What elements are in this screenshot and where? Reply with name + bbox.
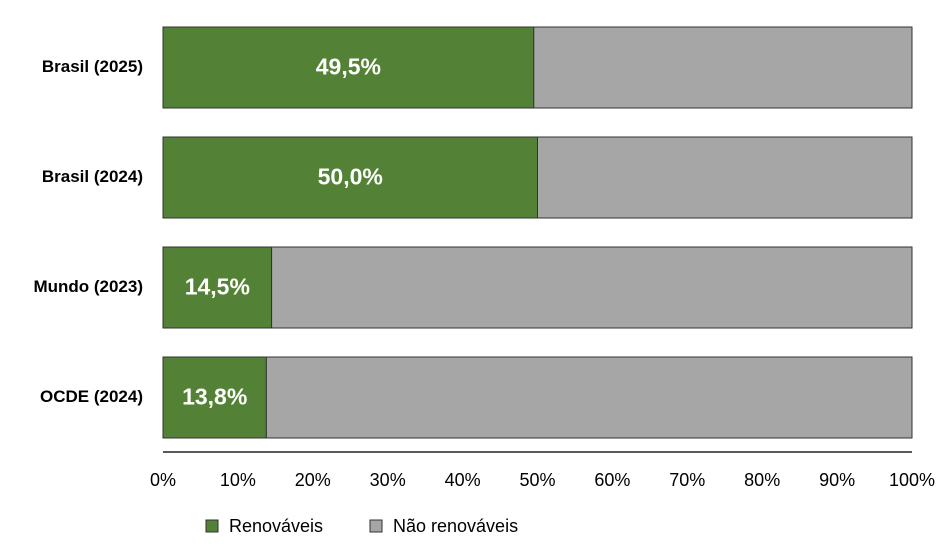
data-label: 14,5% xyxy=(185,274,250,300)
legend-label: Renováveis xyxy=(229,516,323,536)
legend-swatch xyxy=(205,519,219,533)
category-label: Brasil (2025) xyxy=(42,57,143,76)
bar-segment xyxy=(271,246,913,329)
bar-segment xyxy=(162,356,267,439)
bar-segment xyxy=(162,246,273,329)
x-tick-label: 40% xyxy=(445,470,481,490)
x-tick-label: 30% xyxy=(370,470,406,490)
data-label: 13,8% xyxy=(182,384,247,410)
x-tick-label: 50% xyxy=(519,470,555,490)
x-tick-label: 80% xyxy=(744,470,780,490)
bar-segment xyxy=(533,26,913,109)
legend-label: Não renováveis xyxy=(393,516,518,536)
x-tick-label: 70% xyxy=(669,470,705,490)
bar-segment xyxy=(162,26,535,109)
bar-segment xyxy=(162,136,538,219)
x-tick-label: 20% xyxy=(295,470,331,490)
x-tick-label: 90% xyxy=(819,470,855,490)
bar-segment xyxy=(537,136,913,219)
category-label: OCDE (2024) xyxy=(40,387,143,406)
category-label: Brasil (2024) xyxy=(42,167,143,186)
data-label: 49,5% xyxy=(316,54,381,80)
data-label: 50,0% xyxy=(318,164,383,190)
x-tick-label: 60% xyxy=(594,470,630,490)
x-tick-label: 0% xyxy=(150,470,176,490)
x-tick-label: 10% xyxy=(220,470,256,490)
bar-segment xyxy=(265,356,913,439)
legend-swatch xyxy=(369,519,383,533)
category-label: Mundo (2023) xyxy=(33,277,143,296)
x-tick-label: 100% xyxy=(889,470,935,490)
